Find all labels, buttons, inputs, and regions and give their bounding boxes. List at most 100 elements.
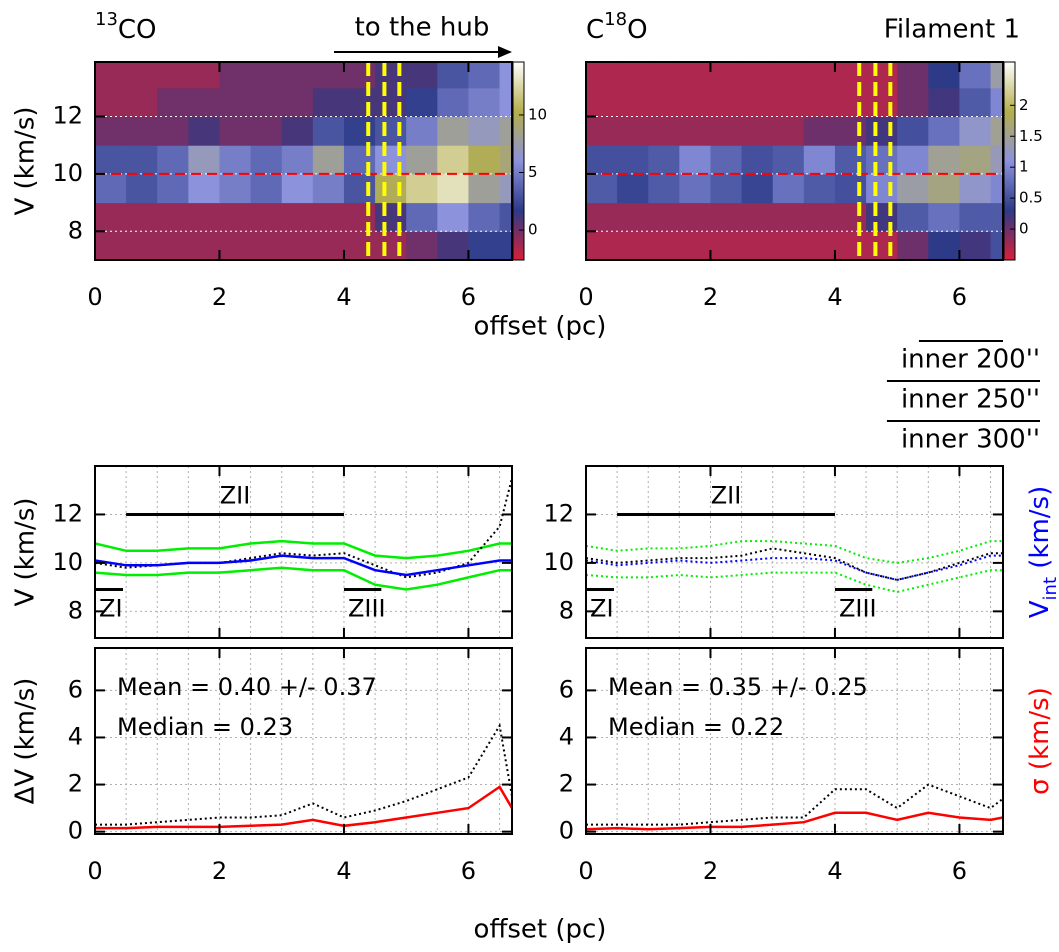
heat-cell [437, 145, 469, 175]
annotation: Mean = 0.35 +/- 0.25 [608, 673, 868, 701]
frame [585, 61, 1004, 261]
heat-cell [617, 145, 649, 175]
heat-cell [126, 231, 158, 260]
y-tick-label: 2 [559, 770, 574, 798]
x-tick-label: 4 [336, 283, 351, 311]
colorbar-tick-label: 1 [1019, 158, 1029, 176]
heat-cell [741, 116, 774, 146]
heat-cell [219, 231, 252, 260]
heat-cell [897, 116, 929, 146]
heat-cell [834, 202, 867, 232]
heat-cell [219, 202, 252, 232]
heat-cell [990, 116, 1003, 146]
heat-cell [219, 173, 252, 204]
heat-cell [866, 116, 898, 146]
heat-cell [406, 202, 438, 232]
heat-cell [834, 87, 867, 118]
heat-cell [468, 145, 501, 175]
heat-cell [499, 62, 512, 89]
heat-cell [803, 173, 836, 204]
heat-cell [499, 145, 512, 175]
heat-cell [710, 231, 743, 260]
heat-cell [219, 145, 252, 175]
heat-cell [897, 145, 929, 175]
arrow-label: to the hub [355, 13, 490, 43]
panel-title-part: O [627, 15, 647, 45]
heat-cell [375, 173, 407, 204]
y-tick-label: 12 [52, 102, 83, 130]
heat-cell [157, 116, 189, 146]
heat-cell [648, 116, 680, 146]
y2-axis-label-part: (km/s) [1025, 486, 1055, 577]
heat-cell [95, 173, 127, 204]
zone-label: ZI [590, 595, 614, 623]
heat-cell [343, 145, 376, 175]
heat-cell [617, 231, 649, 260]
legend: inner 200'' inner 250'' inner 300'' [886, 340, 1040, 455]
colorbar-tick-label: 5 [528, 163, 538, 181]
heat-cell [959, 145, 992, 175]
heat-cell [157, 62, 189, 89]
heat-cell [281, 116, 314, 146]
x-tick-label: 2 [212, 283, 227, 311]
heat-cell [741, 62, 774, 89]
heat-cell [437, 231, 469, 260]
series-line [95, 539, 512, 560]
heat-cell [188, 62, 220, 89]
series-line [95, 566, 512, 591]
heat-cell [250, 231, 283, 260]
zone-label: ZII [711, 481, 742, 509]
panel-title-part: CO [118, 15, 157, 45]
y-axis-label: ΔV (km/s) [11, 678, 41, 805]
heat-cell [648, 173, 680, 204]
heat-cell [617, 62, 649, 89]
frame [94, 465, 513, 639]
heat-cell [866, 145, 898, 175]
heat-cell [437, 202, 469, 232]
series-line [586, 811, 1003, 831]
legend-entry: inner 200'' [901, 345, 1040, 375]
heat-cell [648, 231, 680, 260]
x-tick-label: 6 [952, 857, 967, 885]
heat-cell [188, 202, 220, 232]
heat-cell [928, 231, 960, 260]
heat-cell [772, 173, 805, 204]
frame [585, 465, 1004, 639]
heat-cell [803, 62, 836, 89]
legend-entry: inner 250'' [901, 385, 1040, 415]
heat-cell [188, 87, 220, 118]
heat-cell [219, 116, 252, 146]
heat-cell [834, 231, 867, 260]
heat-cell [126, 202, 158, 232]
heat-cell [95, 87, 127, 118]
y-tick-label: 8 [68, 216, 83, 244]
heat-cell [586, 202, 618, 232]
heat-cell [188, 145, 220, 175]
heat-cell [406, 173, 438, 204]
heat-cell [126, 145, 158, 175]
heat-cell [95, 116, 127, 146]
plot-area [95, 466, 512, 638]
heat-cell [586, 145, 618, 175]
heat-cell [281, 87, 314, 118]
heat-cell [617, 173, 649, 204]
colorbar-tick-label: 0 [528, 221, 538, 239]
heat-cell [741, 173, 774, 204]
heat-cell [772, 145, 805, 175]
y2-axis-label-part: V [1025, 600, 1055, 618]
legend-entry: inner 300'' [901, 425, 1040, 455]
heat-cell [250, 116, 283, 146]
zone-label: ZIII [839, 595, 877, 623]
heat-cell [312, 62, 345, 89]
heat-cell [866, 87, 898, 118]
plot-area [95, 648, 512, 834]
heat-cell [312, 87, 345, 118]
heat-cell [95, 62, 127, 89]
heat-cell [679, 87, 711, 118]
filament-label: Filament 1 [884, 15, 1020, 45]
heat-cell [157, 87, 189, 118]
heat-cell [406, 231, 438, 260]
zone-label: ZIII [348, 595, 386, 623]
